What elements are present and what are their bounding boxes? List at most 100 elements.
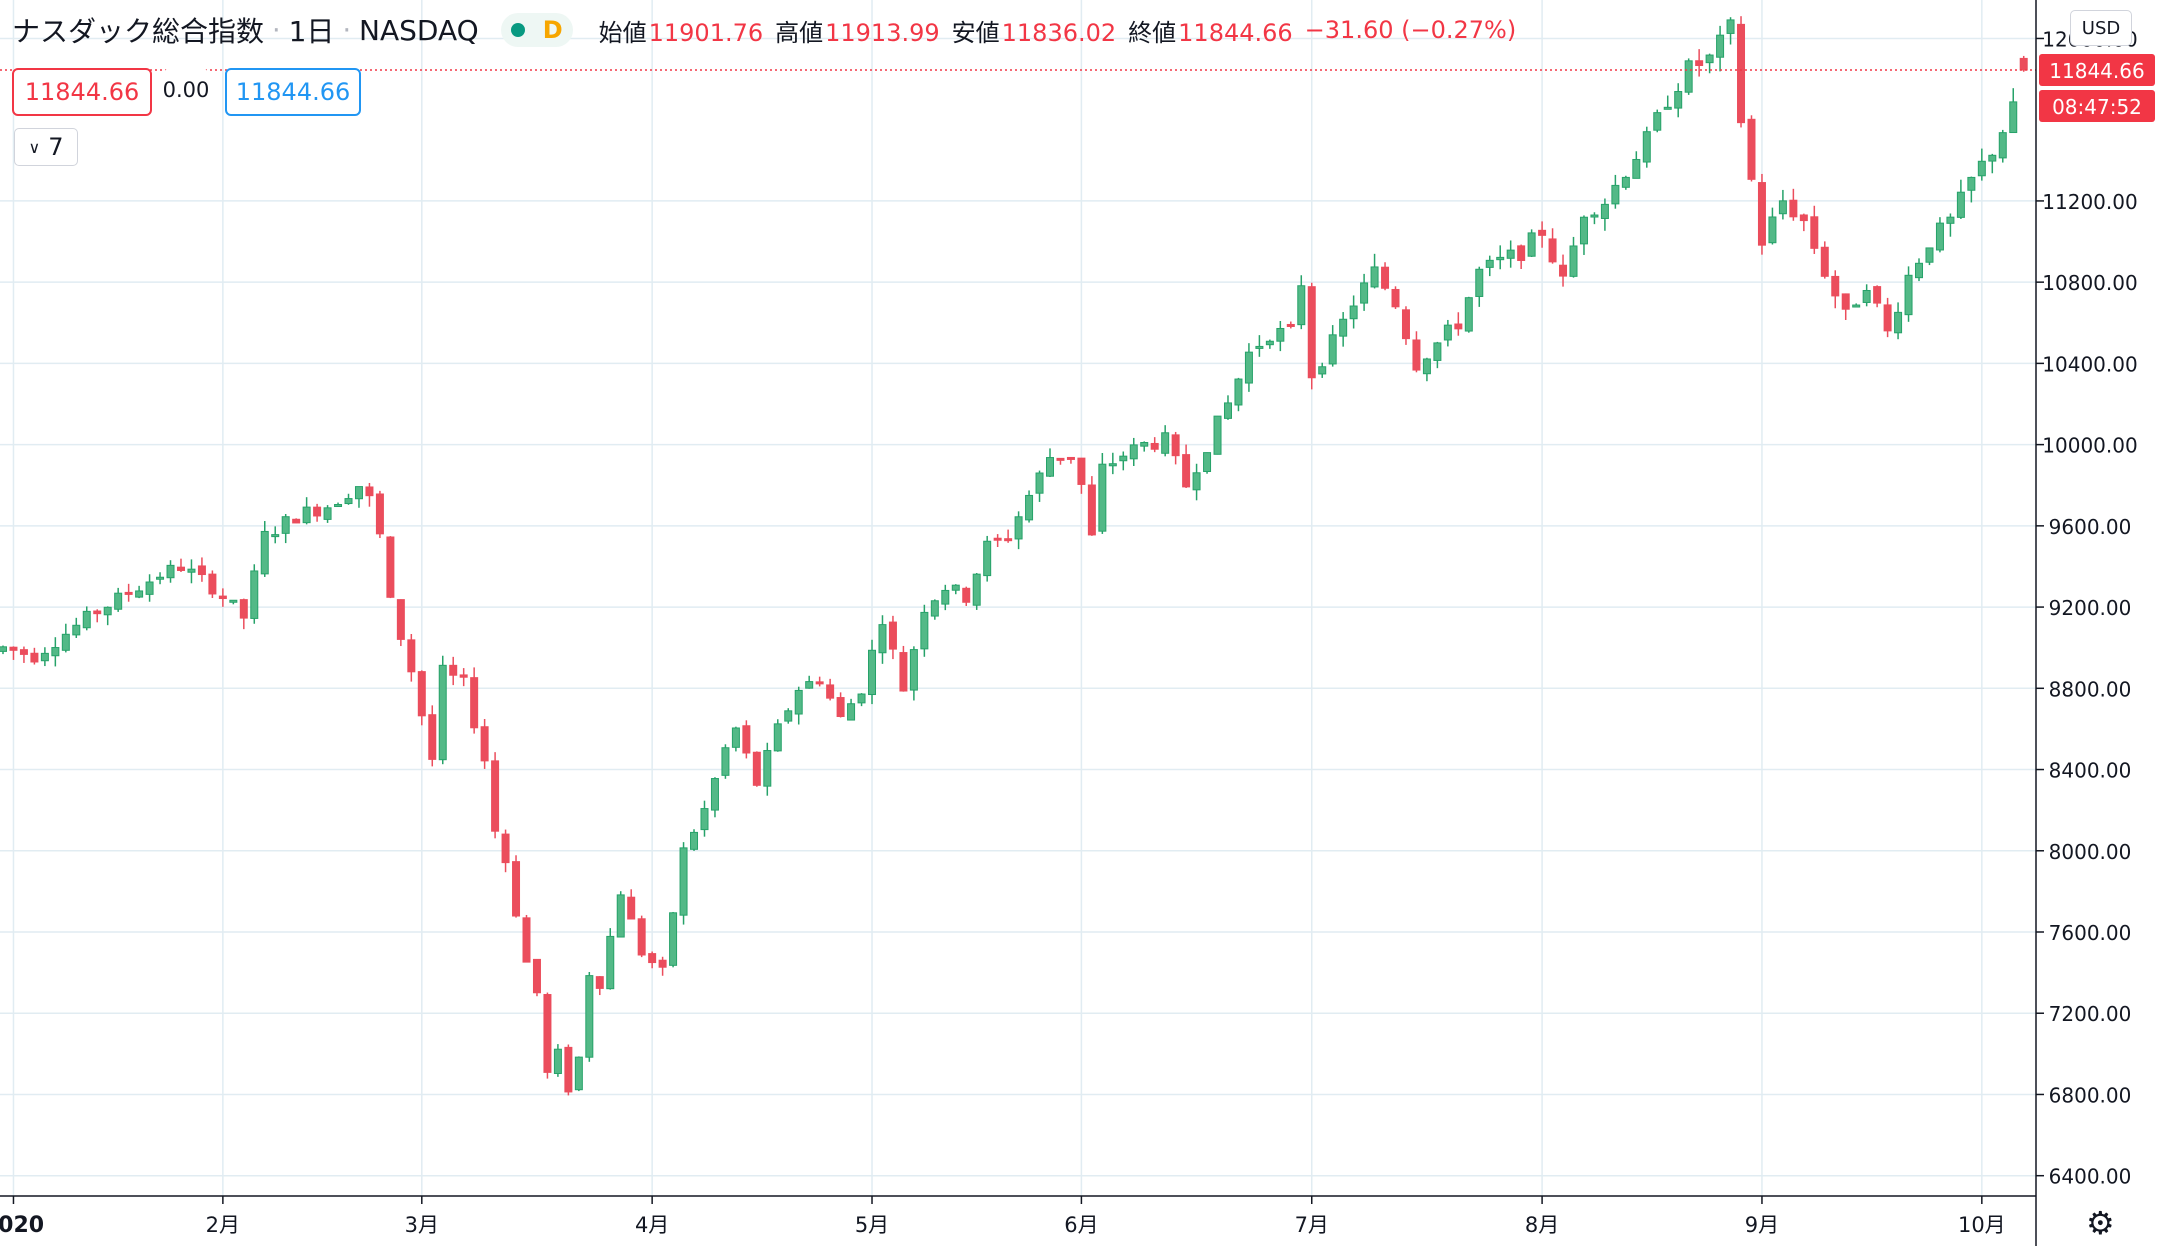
candle-body	[815, 681, 824, 685]
candle-body	[595, 976, 604, 989]
candle-body	[773, 723, 782, 752]
candle-body	[260, 530, 269, 575]
candle	[909, 646, 918, 701]
candle	[1527, 229, 1536, 258]
interval-label[interactable]: 1日	[288, 15, 335, 48]
countdown-badge	[2039, 90, 2155, 123]
candle	[1841, 293, 1850, 321]
candle	[1956, 179, 1965, 219]
candle-body	[700, 808, 709, 831]
candle	[1066, 456, 1075, 464]
candle	[930, 599, 939, 620]
candle	[1778, 189, 1787, 220]
candle	[281, 513, 290, 544]
candle	[449, 656, 458, 686]
candle-body	[1579, 216, 1588, 245]
candle	[459, 668, 468, 687]
candle	[564, 1044, 573, 1096]
price-tick-label: 7600.00	[2049, 921, 2132, 945]
gear-icon[interactable]: ⚙	[2086, 1204, 2115, 1242]
candle-body	[742, 725, 751, 754]
candle	[1297, 275, 1306, 330]
candle-body	[1349, 305, 1358, 320]
candle	[30, 647, 39, 665]
candle-body	[344, 498, 353, 505]
candle-body	[1161, 432, 1170, 454]
price-axis[interactable]: 6400.00 6800.00 7200.00 7600.00 8000.00 8400.…	[2035, 0, 2155, 1246]
candle	[1328, 325, 1337, 367]
candle	[1590, 212, 1599, 225]
candle-body	[868, 649, 877, 696]
time-tick-label: 10月	[1958, 1213, 2006, 1237]
candle-body	[1171, 434, 1180, 457]
sell-price-button[interactable]: 11844.66	[12, 68, 152, 116]
candle	[1161, 425, 1170, 457]
candle-body	[1517, 245, 1526, 261]
candle-body	[1433, 342, 1442, 361]
candle-body	[354, 486, 363, 500]
price-change: −31.60 (−0.27%)	[1304, 16, 1517, 44]
buy-price-button[interactable]: 11844.66	[225, 68, 361, 116]
candle-body	[930, 600, 939, 617]
price-tick-label: 9200.00	[2049, 596, 2132, 620]
indicators-toggle-button[interactable]: ∨ 7	[14, 128, 78, 166]
candle	[1873, 285, 1882, 308]
candle-body	[637, 918, 646, 956]
chart-grid	[0, 0, 2036, 1196]
candle-body	[1538, 229, 1547, 236]
candle	[847, 698, 856, 721]
candle	[1820, 241, 1829, 279]
candle-body	[281, 516, 290, 534]
candle	[805, 675, 814, 689]
candle	[1716, 25, 1725, 72]
candle-body	[888, 621, 897, 650]
candle-body	[1213, 415, 1222, 455]
candle-body	[794, 689, 803, 715]
candle-body	[1915, 262, 1924, 279]
candle	[2019, 55, 2028, 72]
candle	[1998, 129, 2007, 163]
candle-body	[334, 504, 343, 508]
candle-body	[292, 518, 301, 524]
candle-body	[1140, 441, 1149, 447]
candle-body	[19, 649, 28, 655]
candle	[1046, 448, 1054, 478]
candle	[156, 572, 165, 585]
candle	[1726, 17, 1735, 45]
candle-body	[962, 587, 971, 603]
market-status-pill[interactable]: D	[500, 13, 573, 47]
candle-body	[386, 536, 395, 598]
symbol-title[interactable]: ナスダック総合指数	[12, 15, 265, 48]
candle	[679, 842, 688, 925]
candle-body	[1695, 60, 1704, 67]
price-tick-label: 10400.00	[2042, 352, 2137, 376]
candle-body	[1339, 318, 1348, 337]
candle-body	[710, 778, 719, 811]
price-tick-label: 7200.00	[2049, 1002, 2132, 1026]
candle	[983, 535, 992, 582]
candle-body	[229, 599, 238, 603]
candle-body	[951, 584, 960, 591]
candle-body	[1485, 259, 1494, 268]
candle	[700, 800, 709, 837]
candle-body	[669, 912, 678, 966]
candle	[1569, 236, 1578, 278]
price-tick-label: 8800.00	[2049, 677, 2132, 701]
currency-button[interactable]: USD	[2070, 10, 2132, 46]
candle-body	[30, 652, 39, 663]
candle	[1642, 126, 1651, 168]
candle	[386, 536, 395, 599]
price-tick-label: 11200.00	[2042, 190, 2137, 214]
candle-body	[1412, 339, 1421, 371]
time-tick-label: 7月	[1295, 1213, 1329, 1237]
candle	[574, 1056, 583, 1092]
candle-body	[1548, 238, 1557, 263]
candle-body	[1935, 222, 1944, 251]
candle-body	[1307, 286, 1316, 379]
candle	[1108, 452, 1117, 475]
candle-body	[208, 573, 217, 595]
candle	[1098, 452, 1107, 534]
candle	[1600, 198, 1609, 231]
